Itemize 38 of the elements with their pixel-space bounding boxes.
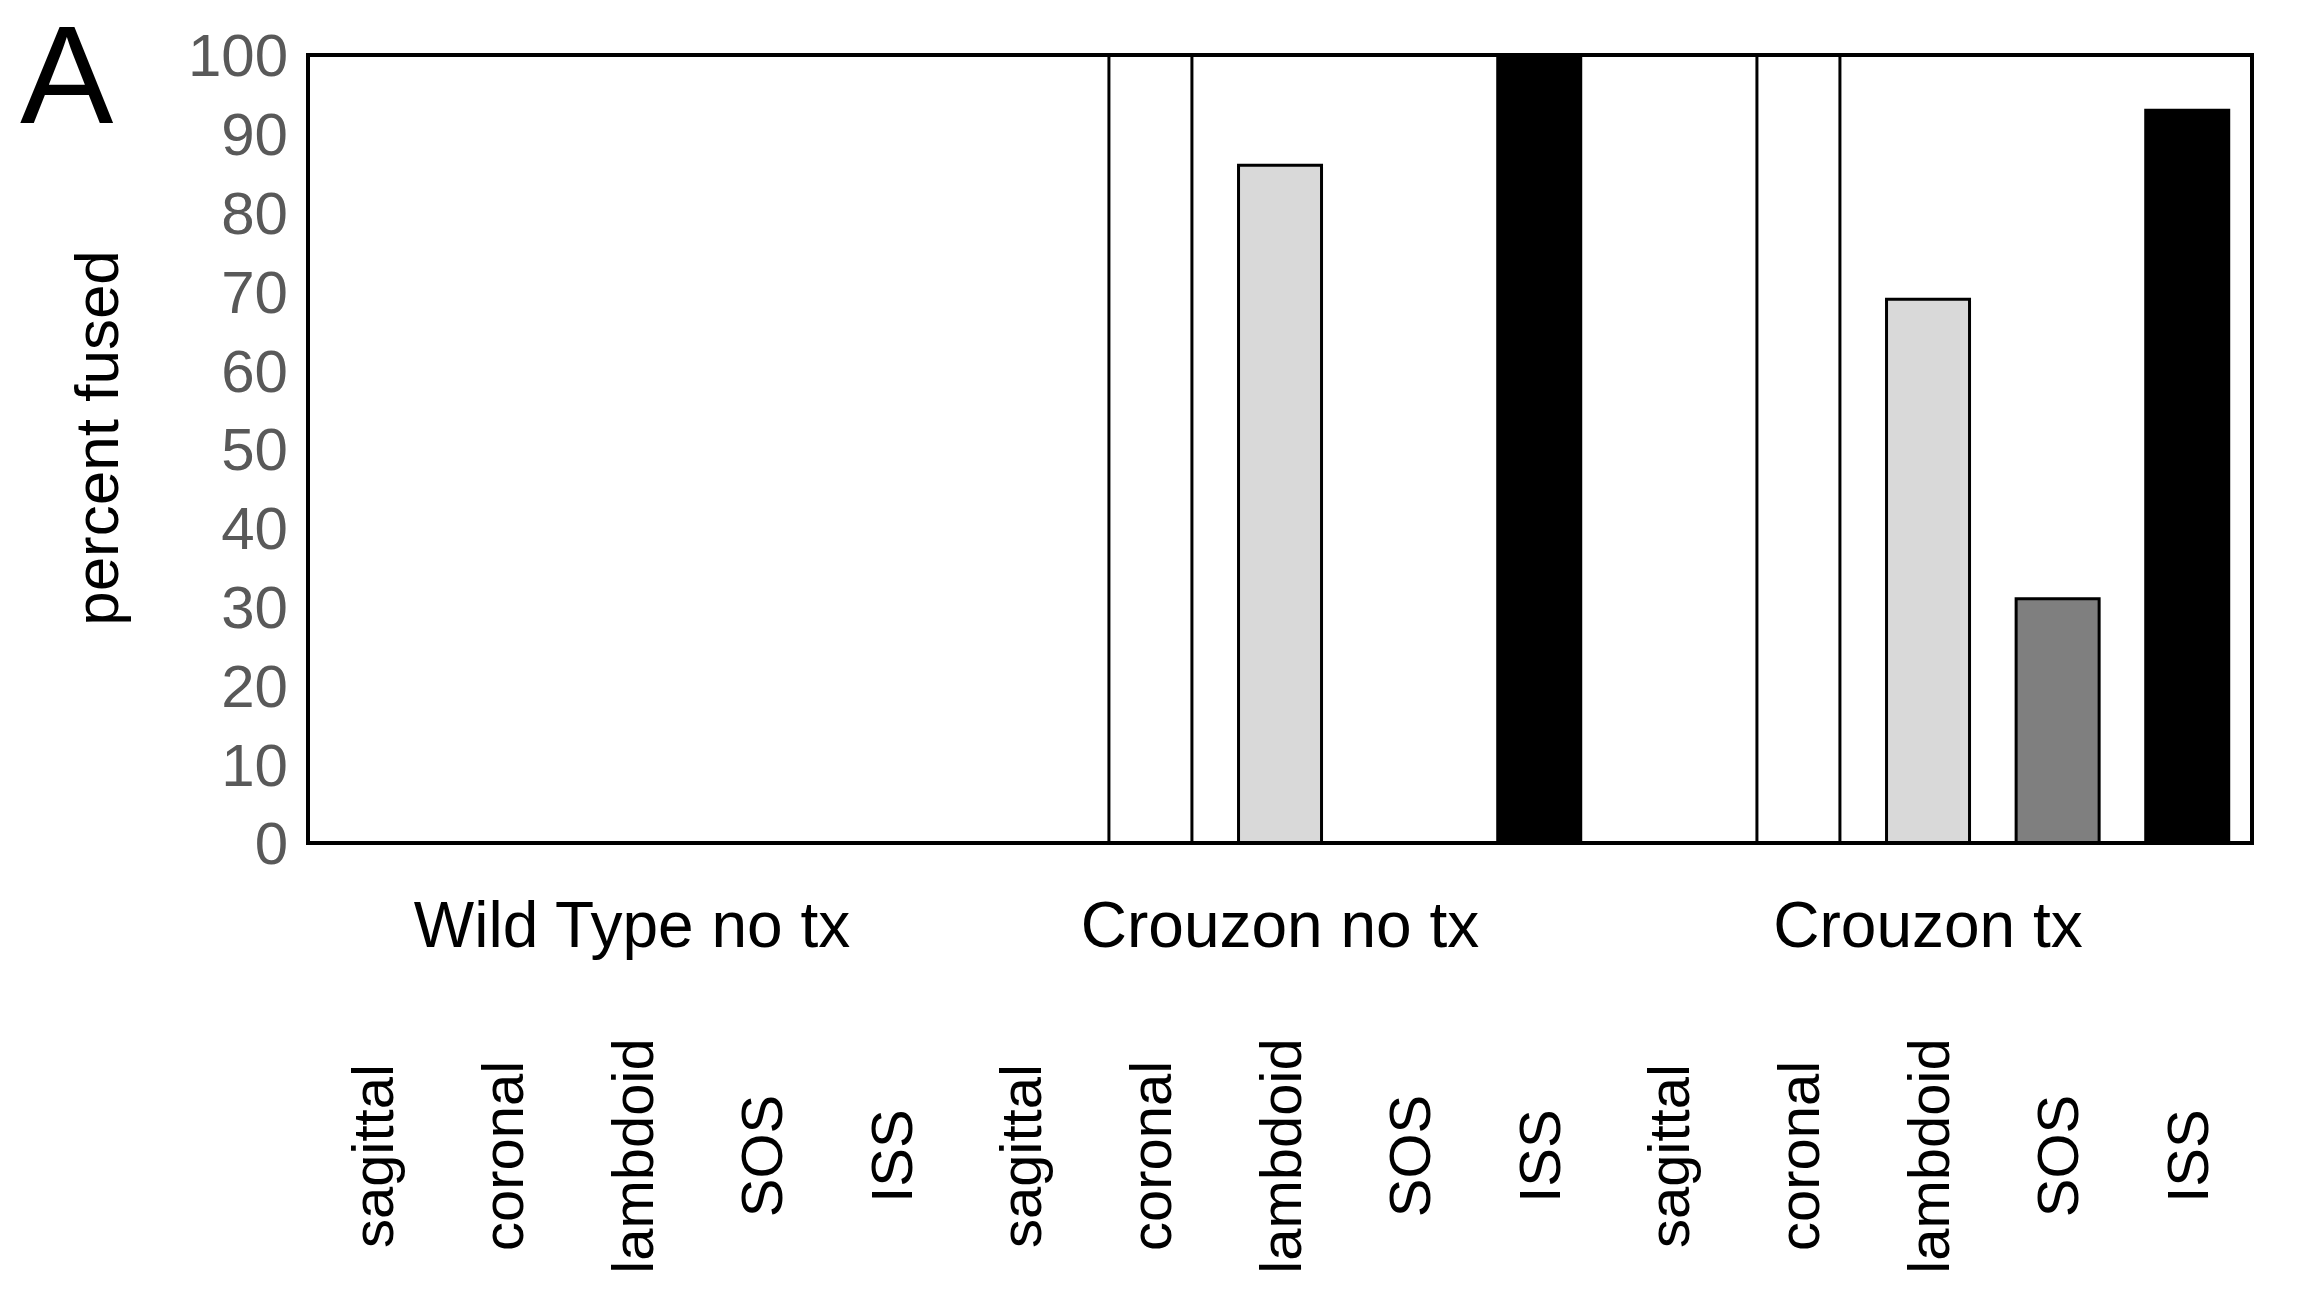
x-tick-label: SOS xyxy=(2025,1094,2091,1218)
x-tick-label: lambdoid xyxy=(599,1038,665,1274)
y-tick-label: 100 xyxy=(187,22,288,90)
x-tick-label: lambdoid xyxy=(1247,1038,1313,1274)
bar xyxy=(1885,297,1972,843)
x-tick-label: ISS xyxy=(858,1109,924,1203)
y-tick-label: 30 xyxy=(221,573,288,641)
text: Crouzon no tx xyxy=(1080,888,1480,962)
bar xyxy=(1755,55,1842,843)
bar xyxy=(1107,55,1194,843)
text: Crouzon tx xyxy=(1773,888,2083,962)
y-tick-label: 80 xyxy=(221,179,288,247)
chart-title: A xyxy=(20,0,114,153)
y-tick-label: 10 xyxy=(221,731,288,799)
x-tick-label: coronal xyxy=(1117,1060,1183,1252)
x-tick-label: sagittal xyxy=(1636,1064,1702,1248)
bar xyxy=(1496,55,1583,843)
text: Wild Type no tx xyxy=(413,888,851,962)
x-tick-label: sagittal xyxy=(988,1064,1054,1248)
y-tick-label: 0 xyxy=(254,810,288,878)
y-tick-label: 50 xyxy=(221,416,288,484)
x-tick-label: coronal xyxy=(469,1060,535,1252)
y-tick-label: 20 xyxy=(221,652,288,720)
bar xyxy=(2014,597,2101,843)
y-tick-label: 60 xyxy=(221,337,288,405)
y-tick-label: 70 xyxy=(221,258,288,326)
x-tick-label: SOS xyxy=(1377,1094,1443,1218)
x-tick-label: SOS xyxy=(729,1094,795,1218)
x-tick-label: coronal xyxy=(1765,1060,1831,1252)
y-tick-label: 90 xyxy=(221,101,288,169)
y-axis-title: percent fused xyxy=(60,250,132,626)
x-tick-label: lambdoid xyxy=(1895,1038,1961,1274)
x-tick-label: ISS xyxy=(2154,1109,2220,1203)
bar xyxy=(2144,108,2231,843)
x-tick-label: sagittal xyxy=(340,1064,406,1248)
x-tick-label: ISS xyxy=(1506,1109,1572,1203)
y-tick-label: 40 xyxy=(221,495,288,563)
bar xyxy=(1237,163,1324,843)
